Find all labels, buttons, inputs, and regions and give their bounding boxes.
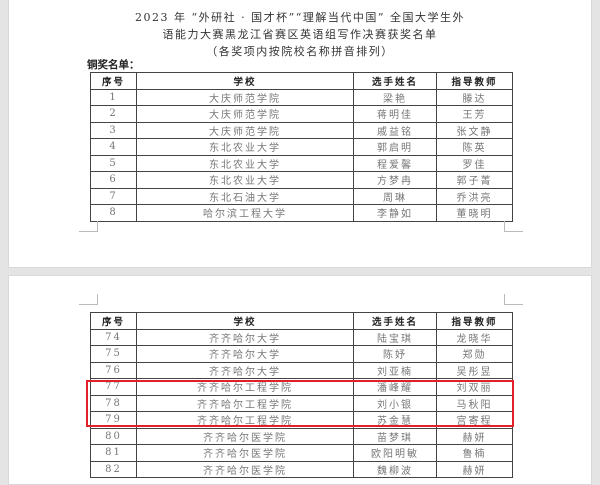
table-cell: 齐齐哈尔大学: [136, 361, 354, 379]
table-cell: 6: [90, 171, 137, 189]
table-cell: 郑勋: [436, 345, 513, 363]
table-cell: 齐齐哈尔大学: [136, 328, 354, 346]
column-header: 序号: [90, 312, 137, 330]
table-cell: 程爱馨: [353, 154, 437, 172]
corner-mark: [504, 221, 523, 232]
table-cell: 大庆师范学院: [136, 105, 354, 123]
table-row: 80 齐齐哈尔医学院 苗梦琪 赫妍: [90, 427, 513, 445]
column-header: 学校: [136, 72, 354, 90]
table-cell: 滕达: [436, 88, 513, 106]
table-row: 6 东北农业大学 方梦冉 郭子菁: [90, 171, 513, 189]
table-cell: 梁艳: [353, 88, 437, 106]
table-cell: 刘亚楠: [353, 361, 437, 379]
table-cell: 东北农业大学: [136, 138, 354, 156]
table-cell: 郭子菁: [436, 171, 513, 189]
table-cell: 龙晓华: [436, 328, 513, 346]
table-cell: 5: [90, 154, 137, 172]
table-row: 75 齐齐哈尔大学 陈妤 郑勋: [90, 345, 513, 363]
table-cell: 陆宝琪: [353, 328, 437, 346]
table-cell: 81: [90, 444, 137, 462]
table-cell: 王芳: [436, 105, 513, 123]
doc-subtitle: （各奖项内按院校名称拼音排列）: [206, 45, 394, 58]
table-cell: 1: [90, 88, 137, 106]
table-cell: 戚益铭: [353, 121, 437, 139]
corner-mark: [79, 294, 98, 305]
table-cell: 陈妤: [353, 345, 437, 363]
table-row: 5 东北农业大学 程爱馨 罗佳: [90, 154, 513, 172]
table-cell: 大庆师范学院: [136, 88, 354, 106]
table-cell: 哈尔滨工程大学: [136, 204, 354, 222]
table-cell: 赫妍: [436, 427, 513, 445]
table-cell: 东北农业大学: [136, 171, 354, 189]
table-cell: 陈英: [436, 138, 513, 156]
table-cell: 2: [90, 105, 137, 123]
table-cell: 80: [90, 427, 137, 445]
table-cell: 方梦冉: [353, 171, 437, 189]
table-cell: 82: [90, 460, 137, 478]
table-cell: 赫妍: [436, 460, 513, 478]
table-cell: 3: [90, 121, 137, 139]
table-cell: 周琳: [353, 187, 437, 205]
table-cell: 魏柳波: [353, 460, 437, 478]
table-row: 82 齐齐哈尔医学院 魏柳波 赫妍: [90, 460, 513, 478]
table-cell: 张文静: [436, 121, 513, 139]
table-cell: 鲁楠: [436, 444, 513, 462]
table-row: 74 齐齐哈尔大学 陆宝琪 龙晓华: [90, 328, 513, 346]
column-header: 指导教师: [436, 72, 513, 90]
corner-mark: [504, 294, 523, 305]
table-cell: 东北农业大学: [136, 154, 354, 172]
column-header: 学校: [136, 312, 354, 330]
column-header: 指导教师: [436, 312, 513, 330]
table-cell: 欧阳明敏: [353, 444, 437, 462]
table-cell: 东北石油大学: [136, 187, 354, 205]
table-row: 81 齐齐哈尔医学院 欧阳明敏 鲁楠: [90, 444, 513, 462]
table-row: 7 东北石油大学 周琳 乔洪亮: [90, 187, 513, 205]
table-row: 1 大庆师范学院 梁艳 滕达: [90, 88, 513, 106]
section-label: 铜奖名单：: [87, 59, 140, 71]
corner-mark: [79, 221, 98, 232]
highlight-box: [86, 380, 514, 427]
table-cell: 吴彤昱: [436, 361, 513, 379]
table-row: 78 齐齐哈尔工程学院 刘小银 马秋阳: [90, 394, 513, 412]
table-cell: 齐齐哈尔医学院: [136, 460, 354, 478]
table-row: 76 齐齐哈尔大学 刘亚楠 吴彤昱: [90, 361, 513, 379]
table-cell: 76: [90, 361, 137, 379]
table-cell: 齐齐哈尔医学院: [136, 427, 354, 445]
table-cell: 董晓明: [436, 204, 513, 222]
award-table-2: 序号 学校 选手姓名 指导教师 74 齐齐哈尔大学 陆宝琪 龙晓华 75 齐齐哈尔大学 陈妤 郑勋 76…: [90, 312, 513, 478]
table-cell: 4: [90, 138, 137, 156]
document-page-1: 2023 年 “外研社 · 国才杯”“理解当代中国” 全国大学生外 语能力大赛黑…: [8, 0, 592, 268]
doc-title-line-2: 语能力大赛黑龙江省赛区英语组写作决赛获奖名单: [162, 28, 438, 41]
table-cell: 乔洪亮: [436, 187, 513, 205]
column-header: 序号: [90, 72, 137, 90]
table-cell: 74: [90, 328, 137, 346]
table-cell: 75: [90, 345, 137, 363]
table-row: 3 大庆师范学院 戚益铭 张文静: [90, 121, 513, 139]
table-cell: 苗梦琪: [353, 427, 437, 445]
table-cell: 李静如: [353, 204, 437, 222]
award-table-1: 序号 学校 选手姓名 指导教师 1 大庆师范学院 梁艳 滕达 2 大庆师范学院 蒋明佳 王芳 3 大庆师范…: [90, 72, 513, 222]
table-row: 2 大庆师范学院 蒋明佳 王芳: [90, 105, 513, 123]
table-cell: 7: [90, 187, 137, 205]
table-cell: 罗佳: [436, 154, 513, 172]
table-row: 8 哈尔滨工程大学 李静如 董晓明: [90, 204, 513, 222]
table-cell: 8: [90, 204, 137, 222]
table-cell: 郭启明: [353, 138, 437, 156]
doc-title-line-1: 2023 年 “外研社 · 国才杯”“理解当代中国” 全国大学生外: [135, 11, 465, 24]
table-row: 4 东北农业大学 郭启明 陈英: [90, 138, 513, 156]
table-cell: 蒋明佳: [353, 105, 437, 123]
table-cell: 齐齐哈尔医学院: [136, 444, 354, 462]
column-header: 选手姓名: [353, 312, 437, 330]
table-cell: 大庆师范学院: [136, 121, 354, 139]
column-header: 选手姓名: [353, 72, 437, 90]
table-cell: 齐齐哈尔大学: [136, 345, 354, 363]
